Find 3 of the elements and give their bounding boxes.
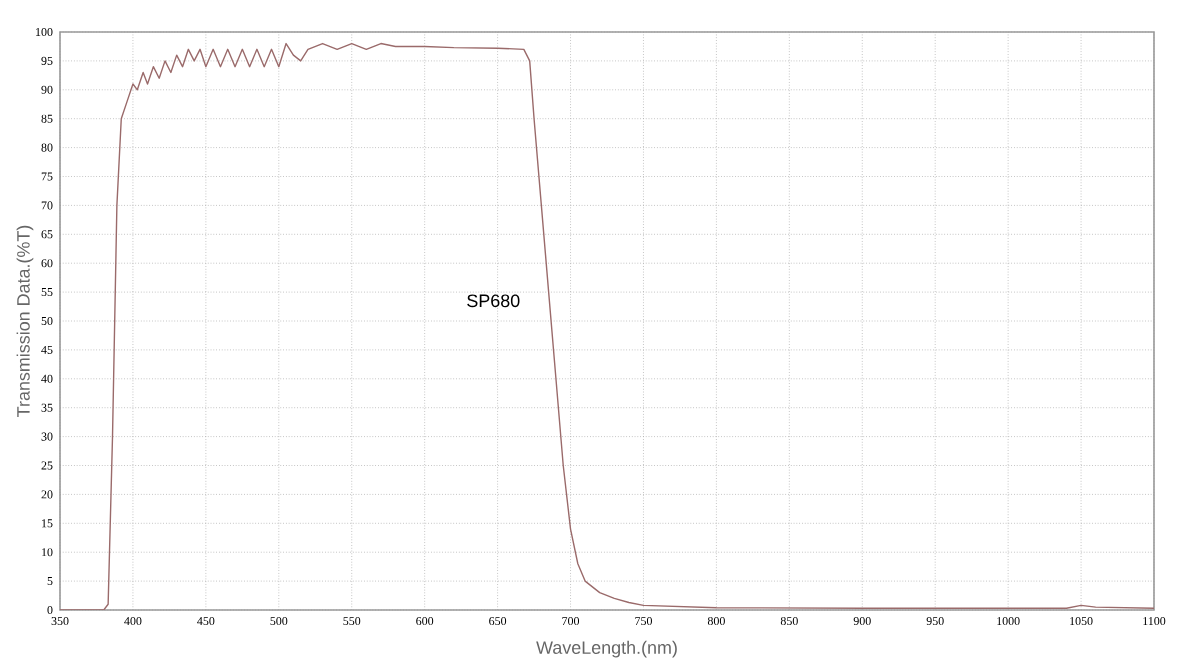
y-axis-title: Transmission Data.(%T)	[16, 225, 34, 417]
x-axis-title: WaveLength.(nm)	[536, 640, 677, 658]
annotation: SP680	[467, 294, 520, 308]
